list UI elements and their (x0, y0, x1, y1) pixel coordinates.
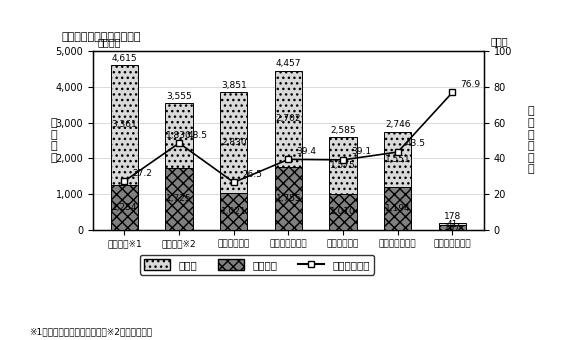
Text: 4,615: 4,615 (112, 54, 137, 63)
Bar (384, 187, 411, 230)
Text: 1,010: 1,010 (331, 207, 356, 216)
Bar (329, 137, 357, 193)
Bar (165, 168, 193, 230)
Text: 1,755: 1,755 (275, 194, 301, 203)
Bar (111, 185, 138, 230)
Text: 1,725: 1,725 (166, 194, 192, 203)
Text: 178: 178 (444, 212, 461, 221)
Text: 1,254: 1,254 (112, 203, 137, 212)
Text: 1,830: 1,830 (166, 131, 192, 140)
Text: 1,575: 1,575 (331, 161, 356, 170)
Bar (275, 70, 302, 167)
Bar (439, 225, 466, 230)
Text: 27.2: 27.2 (132, 169, 152, 177)
Y-axis label: 自
己
資
金
比
率: 自 己 資 金 比 率 (527, 106, 534, 174)
Text: 3,851: 3,851 (221, 81, 247, 90)
Bar (329, 193, 357, 230)
Text: 26.5: 26.5 (242, 170, 262, 179)
Text: 1,551: 1,551 (385, 155, 411, 164)
Text: 41: 41 (447, 220, 458, 228)
Bar (275, 167, 302, 230)
Text: 39.4: 39.4 (297, 147, 316, 156)
Legend: 借入金, 自己資金, 自己資金比率: 借入金, 自己資金, 自己資金比率 (140, 255, 374, 274)
Bar (165, 103, 193, 168)
Bar (384, 132, 411, 187)
Text: 48.5: 48.5 (188, 131, 207, 139)
Text: 76.9: 76.9 (461, 80, 481, 89)
Text: 3,361: 3,361 (111, 120, 137, 130)
Y-axis label: 購
入
資
金: 購 入 資 金 (50, 118, 57, 163)
Text: （万円）: （万円） (97, 37, 121, 48)
Text: 2,746: 2,746 (385, 120, 411, 130)
Bar (220, 193, 247, 230)
Bar (111, 65, 138, 185)
Text: 1,021: 1,021 (221, 207, 247, 216)
Text: 43.5: 43.5 (406, 139, 426, 149)
Bar (220, 92, 247, 193)
Text: 1,194: 1,194 (385, 204, 411, 213)
Bar (439, 223, 466, 225)
Text: ※1土地を購入した新築世帯　※2建て替え世帯: ※1土地を購入した新築世帯 ※2建て替え世帯 (29, 328, 152, 337)
Text: 39.1: 39.1 (352, 147, 372, 156)
Text: 4,457: 4,457 (275, 59, 301, 68)
Text: 2,702: 2,702 (275, 114, 301, 123)
Text: 2,830: 2,830 (221, 138, 247, 147)
Text: 3,555: 3,555 (166, 91, 192, 101)
Text: 2,585: 2,585 (331, 126, 356, 135)
Text: （％）: （％） (490, 36, 508, 46)
Text: 137: 137 (444, 223, 461, 232)
Text: 購入資金、リフォーム資金: 購入資金、リフォーム資金 (62, 32, 141, 42)
